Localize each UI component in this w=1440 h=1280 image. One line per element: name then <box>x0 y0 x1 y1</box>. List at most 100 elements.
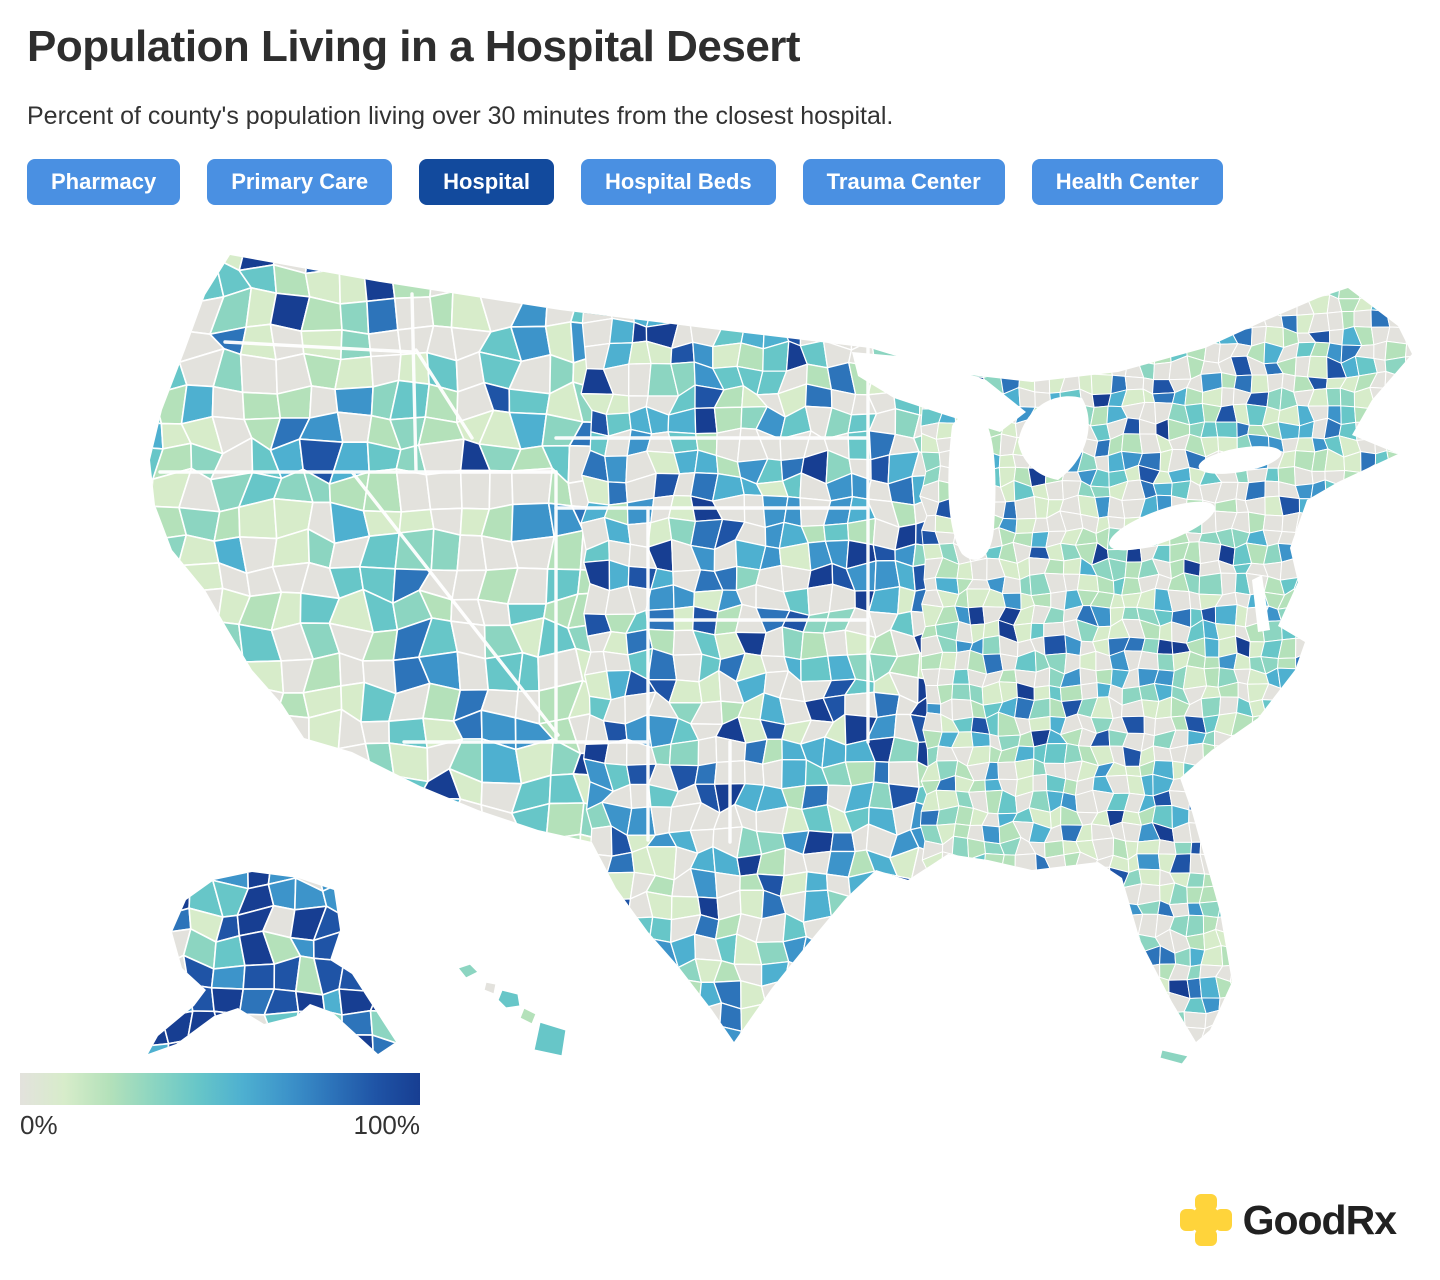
county-cell[interactable] <box>1251 824 1268 840</box>
county-cell[interactable] <box>848 1022 873 1051</box>
county-cell[interactable] <box>1292 744 1313 766</box>
county-cell[interactable] <box>966 978 988 999</box>
county-cell[interactable] <box>581 918 612 941</box>
county-cell[interactable] <box>981 355 1002 378</box>
county-cell[interactable] <box>1310 498 1327 516</box>
county-cell[interactable] <box>417 797 462 835</box>
county-cell[interactable] <box>1369 820 1391 839</box>
county-cell[interactable] <box>909 1021 944 1053</box>
county-cell[interactable] <box>1407 853 1424 873</box>
county-cell[interactable] <box>1156 638 1174 655</box>
county-cell[interactable] <box>539 926 582 965</box>
county-cell[interactable] <box>1344 991 1362 1013</box>
county-cell[interactable] <box>936 277 959 303</box>
county-cell[interactable] <box>1342 572 1363 596</box>
county-cell[interactable] <box>719 232 745 258</box>
county-cell[interactable] <box>924 295 943 316</box>
county-cell[interactable] <box>1124 265 1143 280</box>
county-cell[interactable] <box>366 802 396 844</box>
county-cell[interactable] <box>1400 682 1422 705</box>
county-cell[interactable] <box>1204 1009 1220 1030</box>
county-cell[interactable] <box>1419 404 1439 425</box>
county-cell[interactable] <box>920 949 943 969</box>
county-cell[interactable] <box>1151 991 1170 1014</box>
county-cell[interactable] <box>1090 373 1113 396</box>
county-cell[interactable] <box>799 964 825 987</box>
county-cell[interactable] <box>603 278 634 302</box>
county-cell[interactable] <box>914 918 944 946</box>
county-cell[interactable] <box>1373 515 1388 531</box>
county-cell[interactable] <box>676 276 697 309</box>
county-cell[interactable] <box>893 295 921 328</box>
county-cell[interactable] <box>1420 671 1434 688</box>
county-cell[interactable] <box>1404 482 1422 497</box>
county-cell[interactable] <box>1355 619 1376 643</box>
county-cell[interactable] <box>894 899 921 921</box>
county-cell[interactable] <box>1046 277 1065 300</box>
county-cell[interactable] <box>1325 387 1342 407</box>
county-cell[interactable] <box>1260 873 1281 892</box>
county-cell[interactable] <box>1137 278 1161 300</box>
county-cell[interactable] <box>954 233 973 254</box>
county-cell[interactable] <box>1340 405 1357 425</box>
county-cell[interactable] <box>1310 775 1328 791</box>
county-cell[interactable] <box>422 920 451 965</box>
county-cell[interactable] <box>1017 914 1033 938</box>
county-cell[interactable] <box>1248 265 1270 286</box>
county-cell[interactable] <box>925 867 943 891</box>
county-cell[interactable] <box>1373 867 1390 890</box>
county-cell[interactable] <box>420 230 452 270</box>
county-cell[interactable] <box>1416 810 1434 829</box>
county-cell[interactable] <box>1388 589 1407 610</box>
county-cell[interactable] <box>953 978 969 999</box>
county-cell[interactable] <box>1339 745 1360 764</box>
county-cell[interactable] <box>1356 667 1378 690</box>
county-cell[interactable] <box>1138 327 1157 348</box>
county-cell[interactable] <box>1045 914 1067 936</box>
county-cell[interactable] <box>1369 545 1390 563</box>
county-cell[interactable] <box>941 851 953 876</box>
county-cell[interactable] <box>998 294 1022 316</box>
county-cell[interactable] <box>778 260 808 280</box>
county-cell[interactable] <box>1094 991 1114 1016</box>
county-cell[interactable] <box>1385 820 1410 839</box>
county-cell[interactable] <box>781 626 804 661</box>
county-cell[interactable] <box>1324 701 1347 720</box>
county-cell[interactable] <box>425 469 463 511</box>
county-cell[interactable] <box>1074 916 1095 938</box>
county-cell[interactable] <box>919 324 944 349</box>
county-cell[interactable] <box>1106 342 1129 359</box>
county-cell[interactable] <box>211 1033 244 1070</box>
county-cell[interactable] <box>823 629 849 657</box>
county-cell[interactable] <box>1264 467 1280 483</box>
county-cell[interactable] <box>477 257 525 303</box>
county-cell[interactable] <box>646 964 680 982</box>
county-cell[interactable] <box>1353 481 1378 504</box>
county-cell[interactable] <box>341 1009 374 1036</box>
county-cell[interactable] <box>1127 236 1143 251</box>
county-cell[interactable] <box>1325 852 1346 875</box>
county-cell[interactable] <box>939 651 958 671</box>
county-cell[interactable] <box>1294 544 1314 560</box>
county-cell[interactable] <box>825 1051 854 1070</box>
county-cell[interactable] <box>1309 992 1332 1009</box>
county-cell[interactable] <box>1062 902 1082 917</box>
county-cell[interactable] <box>401 962 421 993</box>
county-cell[interactable] <box>1322 789 1341 811</box>
county-cell[interactable] <box>889 956 918 988</box>
county-cell[interactable] <box>1417 449 1436 469</box>
county-cell[interactable] <box>1000 1044 1018 1060</box>
county-cell[interactable] <box>971 342 983 358</box>
county-cell[interactable] <box>1000 339 1018 362</box>
county-cell[interactable] <box>926 1010 944 1030</box>
county-cell[interactable] <box>335 1037 363 1071</box>
county-cell[interactable] <box>119 538 162 571</box>
county-cell[interactable] <box>1044 854 1068 875</box>
county-cell[interactable] <box>892 254 920 287</box>
county-cell[interactable] <box>1185 914 1205 938</box>
county-cell[interactable] <box>646 978 680 1011</box>
county-cell[interactable] <box>1137 963 1161 982</box>
county-cell[interactable] <box>604 455 628 484</box>
county-cell[interactable] <box>893 1046 919 1070</box>
county-cell[interactable] <box>119 625 162 663</box>
